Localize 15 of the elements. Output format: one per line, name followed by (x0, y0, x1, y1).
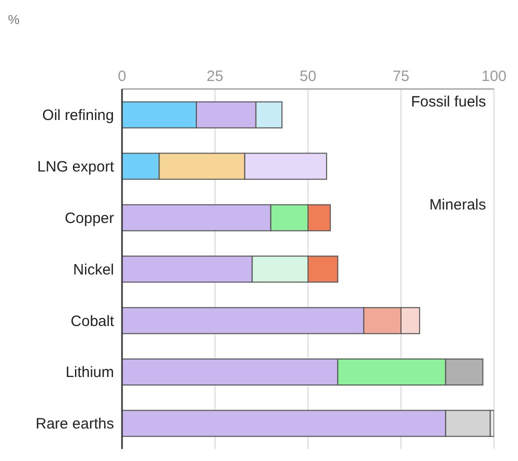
y-tick-label: LNG export (37, 158, 115, 176)
x-tick-label: 0 (118, 68, 126, 85)
x-tick-label: 50 (300, 68, 316, 85)
x-tick-label: 100 (481, 68, 507, 85)
y-tick-label: Rare earths (36, 416, 114, 433)
x-tick-label: 75 (392, 68, 410, 85)
annotation: Minerals (429, 196, 486, 214)
y-tick-label: Oil refining (42, 107, 114, 124)
y-tick-label: Cobalt (70, 312, 115, 330)
y-tick-label: Copper (64, 210, 114, 227)
y-tick-label: Lithium (66, 364, 114, 382)
text: % (8, 12, 20, 27)
x-tick-label: 25 (206, 68, 224, 85)
annotation: Fossil fuels (410, 94, 486, 111)
y-tick-label: Nickel (73, 261, 114, 278)
